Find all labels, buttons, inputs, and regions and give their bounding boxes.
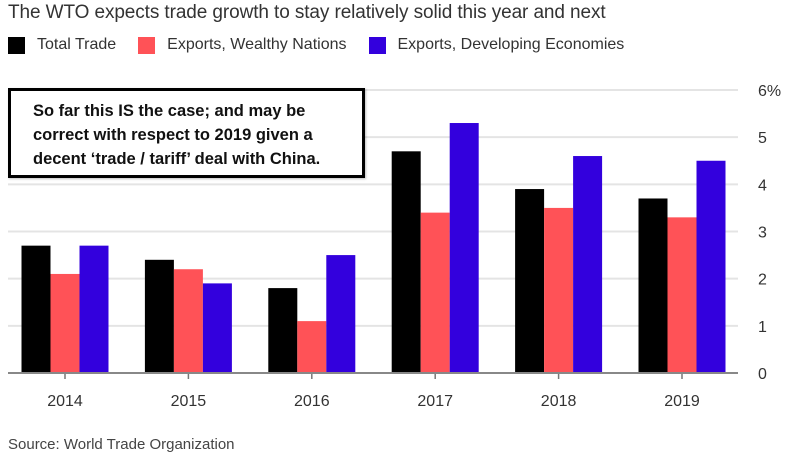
bar-exports-developing-economies-2015	[202, 283, 232, 373]
bar-exports-developing-economies-2017	[449, 123, 479, 374]
y-tick-label: 4	[758, 177, 767, 194]
bar-total-trade-2016	[268, 288, 298, 373]
legend-item-exports-developing: Exports, Developing Economies	[368, 36, 625, 54]
x-tick-label: 2019	[664, 393, 700, 410]
legend-label-total-trade: Total Trade	[37, 36, 117, 53]
bar-exports-wealthy-nations-2015	[173, 269, 203, 373]
legend-label-exports-wealthy: Exports, Wealthy Nations	[167, 36, 347, 53]
y-tick-label: 6%	[758, 83, 781, 100]
annotation-line-1: So far this IS the case; and may be	[33, 102, 306, 120]
bar-exports-wealthy-nations-2019	[667, 217, 697, 373]
bar-total-trade-2014	[21, 245, 51, 373]
source-note: Source: World Trade Organization	[8, 436, 235, 453]
x-tick-label: 2015	[171, 393, 207, 410]
legend-swatch-exports-wealthy	[138, 36, 156, 54]
legend: Total Trade Exports, Wealthy Nations Exp…	[8, 36, 646, 54]
bar-total-trade-2017	[391, 151, 421, 373]
x-tick-label: 2017	[417, 393, 453, 410]
bar-exports-developing-economies-2014	[79, 245, 109, 373]
y-tick-label: 3	[758, 225, 767, 242]
bar-exports-wealthy-nations-2018	[544, 207, 574, 373]
legend-item-total-trade: Total Trade	[8, 36, 116, 54]
bar-exports-developing-economies-2019	[696, 160, 726, 373]
y-tick-label: 0	[758, 366, 767, 383]
legend-label-exports-developing: Exports, Developing Economies	[397, 36, 625, 53]
x-tick-label: 2018	[541, 393, 577, 410]
x-tick-label: 2016	[294, 393, 330, 410]
x-tick-label: 2014	[47, 393, 83, 410]
legend-swatch-exports-developing	[368, 36, 386, 54]
annotation-line-3: decent ‘trade / tariff’ deal with China.	[33, 150, 321, 168]
chart-title: The WTO expects trade growth to stay rel…	[8, 2, 606, 23]
bar-exports-wealthy-nations-2016	[297, 321, 327, 373]
bar-exports-developing-economies-2016	[326, 255, 356, 373]
bar-total-trade-2019	[638, 198, 668, 373]
y-tick-label: 1	[758, 319, 767, 336]
y-tick-label: 5	[758, 130, 767, 147]
y-tick-label: 2	[758, 272, 767, 289]
legend-swatch-total-trade	[8, 36, 25, 54]
bar-exports-wealthy-nations-2017	[420, 212, 450, 373]
annotation-line-2: correct with respect to 2019 given a	[33, 126, 313, 144]
bar-total-trade-2015	[144, 259, 174, 373]
bar-exports-developing-economies-2018	[573, 156, 603, 373]
annotation-box: So far this IS the case; and may be corr…	[8, 88, 365, 178]
legend-item-exports-wealthy: Exports, Wealthy Nations	[138, 36, 347, 54]
bar-total-trade-2018	[515, 189, 545, 373]
bar-exports-wealthy-nations-2014	[50, 273, 80, 373]
